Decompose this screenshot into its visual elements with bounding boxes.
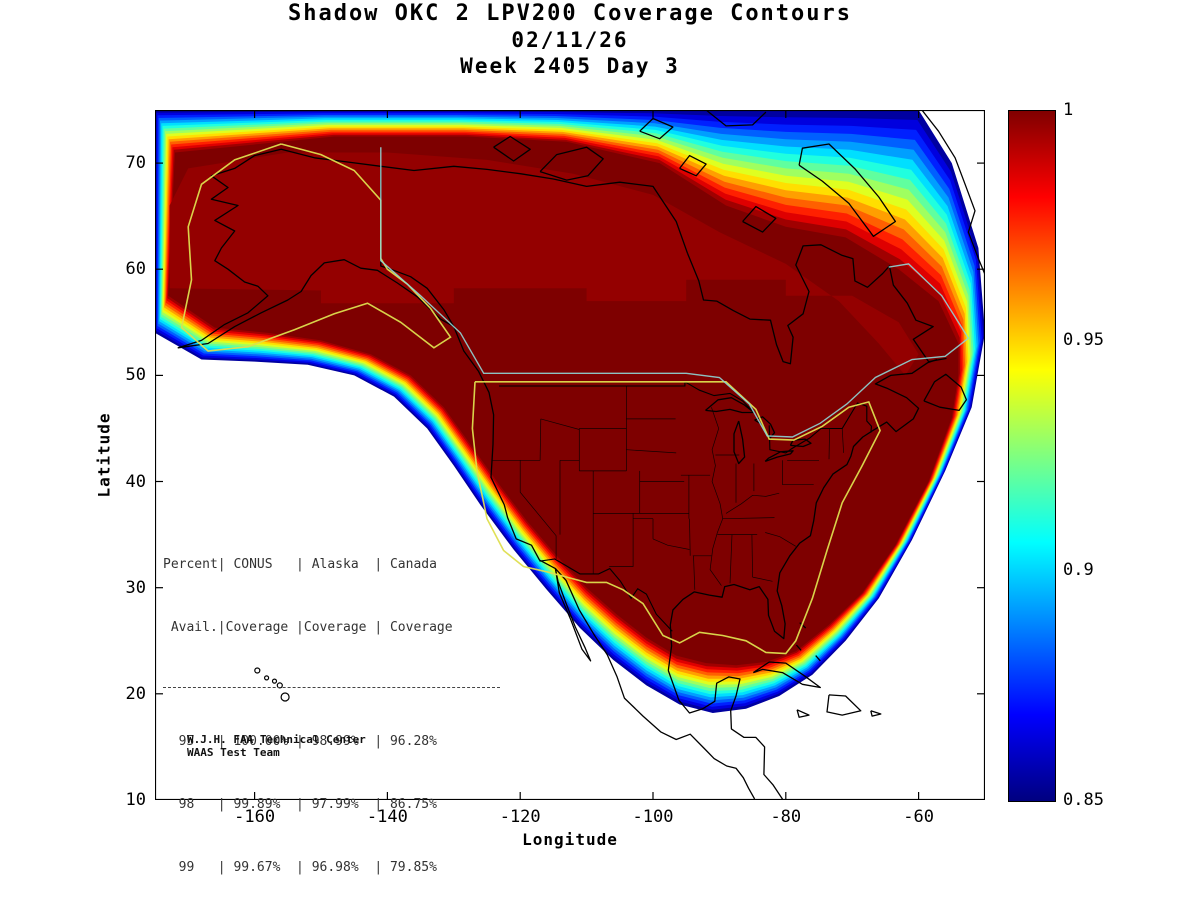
coverage-table: Percent| CONUS | Alaska | Canada Avail.|… (163, 512, 500, 900)
coverage-table-row: 98 | 99.89% | 97.99% | 86.75% (163, 797, 437, 812)
credit-annotation: W.J.H. FAA Technical Center WAAS Test Te… (187, 733, 366, 759)
coverage-table-row: 95 | 100.00% | 98.99% | 96.28% (163, 734, 437, 749)
plot-title-line-1: Shadow OKC 2 LPV200 Coverage Contours (287, 1, 853, 26)
colorbar-tick-label: 0.95 (1063, 330, 1104, 350)
colorbar-tick-label: 1 (1063, 100, 1074, 120)
coverage-table-separator (163, 680, 500, 688)
x-tick-label: -140 (366, 807, 408, 827)
coverage-table-row: 99 | 99.67% | 96.98% | 79.85% (163, 860, 437, 875)
y-tick-label: 40 (125, 471, 146, 492)
x-tick-label: -160 (234, 807, 276, 827)
coverage-table-header-1: Percent| CONUS | Alaska | Canada (163, 557, 437, 572)
y-tick-label: 60 (125, 259, 146, 280)
y-tick-label: 70 (125, 153, 146, 174)
x-tick-label: -80 (770, 807, 802, 827)
x-axis-label: Longitude (522, 830, 618, 849)
y-tick-label: 10 (125, 790, 146, 810)
credit-line-1: W.J.H. FAA Technical Center (187, 733, 366, 746)
y-tick-label: 50 (125, 365, 146, 386)
x-tick-label: -60 (903, 807, 934, 827)
plot-title-line-3: Week 2405 Day 3 (460, 54, 680, 78)
colorbar (1008, 110, 1056, 802)
y-tick-label: 30 (125, 577, 146, 598)
x-tick-label: -120 (499, 807, 541, 827)
plot-title-line-2: 02/11/26 (511, 28, 629, 52)
coverage-table-header-2: Avail.|Coverage |Coverage | Coverage (163, 620, 453, 635)
credit-line-2: WAAS Test Team (187, 746, 280, 759)
x-tick-label: -100 (632, 807, 674, 827)
colorbar-tick-label: 0.9 (1063, 560, 1094, 580)
y-tick-label: 20 (125, 683, 146, 704)
contour-map (155, 110, 985, 800)
colorbar-tick-label: 0.85 (1063, 790, 1104, 810)
